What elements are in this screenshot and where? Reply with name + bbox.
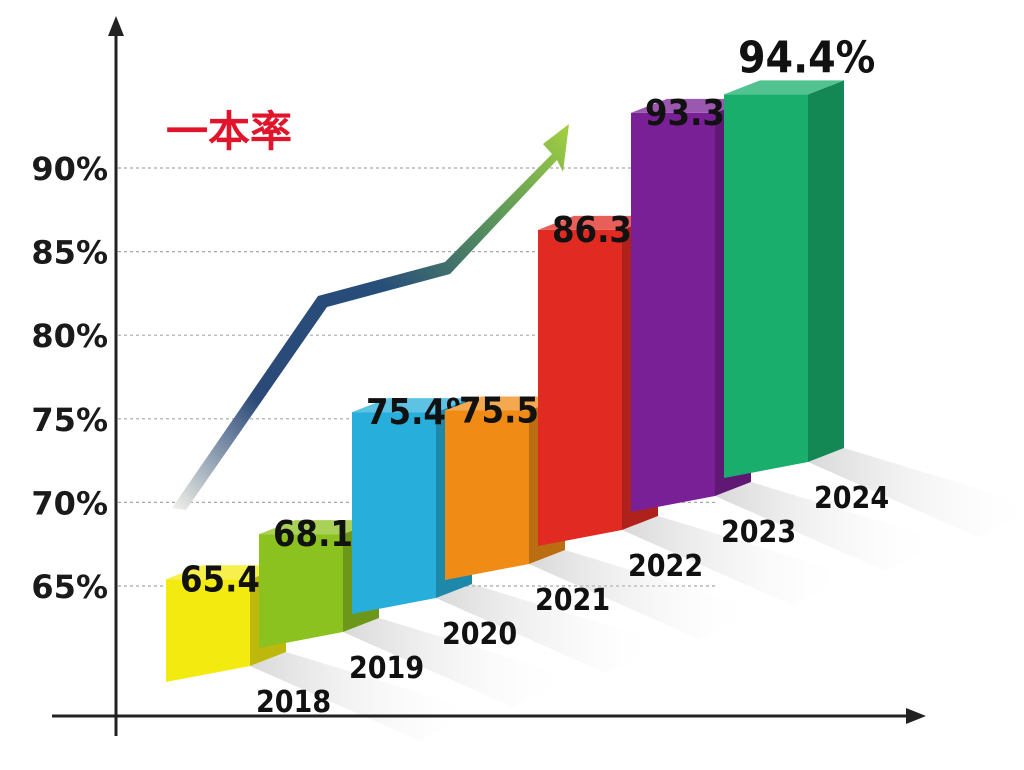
bar-front-face	[352, 412, 436, 614]
y-axis-arrowhead	[108, 16, 124, 36]
bar-top-face	[445, 396, 565, 411]
y-tick-label: 80%	[31, 317, 108, 355]
bar-top-face	[259, 520, 379, 535]
bar-shadow	[343, 618, 573, 707]
value-label: 94.4%	[738, 32, 875, 83]
bar-shadow	[715, 482, 945, 571]
y-tick-label: 70%	[31, 484, 108, 522]
year-label: 2022	[628, 549, 703, 584]
bar-shadow	[529, 550, 759, 639]
bar-top-face	[166, 565, 286, 580]
y-tick-labels: 65% 70% 75% 80% 85% 90%	[31, 150, 108, 606]
x-axis-arrowhead	[906, 708, 926, 724]
bar-front-face	[445, 410, 529, 580]
bar-top-face	[538, 215, 658, 230]
year-label: 2024	[814, 481, 889, 516]
year-label: 2023	[721, 515, 796, 550]
chart-title: 一本率	[166, 107, 292, 156]
bar-front-face	[631, 112, 715, 512]
bar-2024	[724, 80, 844, 478]
year-label: 2019	[349, 651, 424, 686]
y-tick-label: 75%	[31, 401, 108, 439]
y-tick-label: 65%	[31, 568, 108, 606]
trend-arrow	[172, 124, 569, 510]
y-tick-label: 85%	[31, 234, 108, 272]
year-label: 2020	[442, 617, 517, 652]
bar-top-face	[724, 80, 844, 95]
year-label: 2018	[256, 685, 331, 720]
bar-side-face	[808, 80, 844, 462]
bar-front-face	[166, 579, 250, 682]
bar-front-face	[724, 94, 808, 478]
bar-shadows	[250, 448, 1024, 741]
bar-shadow	[808, 448, 1024, 537]
bar-front-face	[259, 534, 343, 648]
bar-shadow	[436, 584, 666, 673]
bar-shadow	[622, 516, 852, 605]
year-label: 2021	[535, 583, 610, 618]
bar-top-face	[631, 98, 751, 113]
bar-top-face	[352, 398, 472, 413]
bars: 65.4%201868.1%201975.4%202075.5%202186.3…	[166, 32, 889, 720]
bar-front-face	[538, 229, 622, 546]
y-tick-label: 90%	[31, 150, 108, 188]
bar-shadow	[250, 652, 480, 741]
